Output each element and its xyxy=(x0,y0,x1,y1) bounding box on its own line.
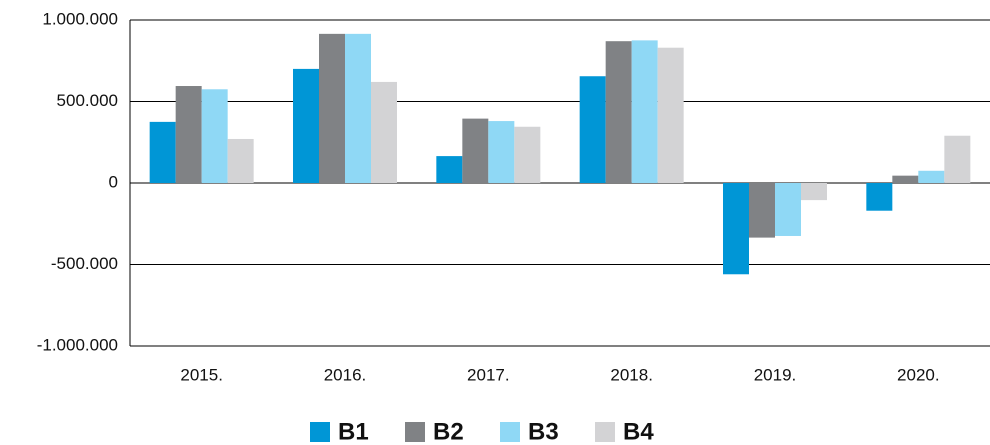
x-tick-label: 2015. xyxy=(180,365,223,384)
bar xyxy=(345,33,371,184)
bar xyxy=(892,175,919,183)
bar xyxy=(749,183,775,238)
bar xyxy=(579,76,606,183)
bar xyxy=(801,183,827,201)
legend-label: B3 xyxy=(528,418,559,445)
bar xyxy=(723,183,749,275)
x-tick-label: 2017. xyxy=(467,365,510,384)
legend-label: B2 xyxy=(433,418,464,445)
bar xyxy=(319,33,345,184)
y-tick-label: -1.000.000 xyxy=(37,335,118,354)
bar xyxy=(201,89,228,183)
legend-label: B1 xyxy=(338,418,369,445)
bar xyxy=(227,138,254,183)
legend-swatch xyxy=(405,422,425,442)
y-tick-label: 0 xyxy=(109,172,118,191)
x-tick-label: 2016. xyxy=(324,365,367,384)
bar xyxy=(436,156,463,183)
x-tick-label: 2020. xyxy=(897,365,940,384)
x-tick-label: 2019. xyxy=(754,365,797,384)
legend-label: B4 xyxy=(623,418,654,445)
bar xyxy=(866,183,893,211)
bar xyxy=(371,81,397,183)
bar xyxy=(775,183,801,236)
bar xyxy=(918,170,945,183)
bar xyxy=(631,40,658,183)
y-tick-label: 500.000 xyxy=(57,91,118,110)
bar xyxy=(149,121,176,183)
bar xyxy=(657,47,684,184)
y-tick-label: 1.000.000 xyxy=(42,9,118,28)
bar xyxy=(944,135,971,183)
bar xyxy=(605,41,632,183)
bar xyxy=(293,68,319,183)
legend-swatch xyxy=(500,422,520,442)
legend-swatch xyxy=(595,422,615,442)
bar xyxy=(514,126,541,183)
bar xyxy=(175,86,202,183)
legend-swatch xyxy=(310,422,330,442)
bar xyxy=(488,121,515,183)
x-tick-label: 2018. xyxy=(610,365,653,384)
bar xyxy=(462,118,489,183)
y-tick-label: -500.000 xyxy=(51,254,118,273)
